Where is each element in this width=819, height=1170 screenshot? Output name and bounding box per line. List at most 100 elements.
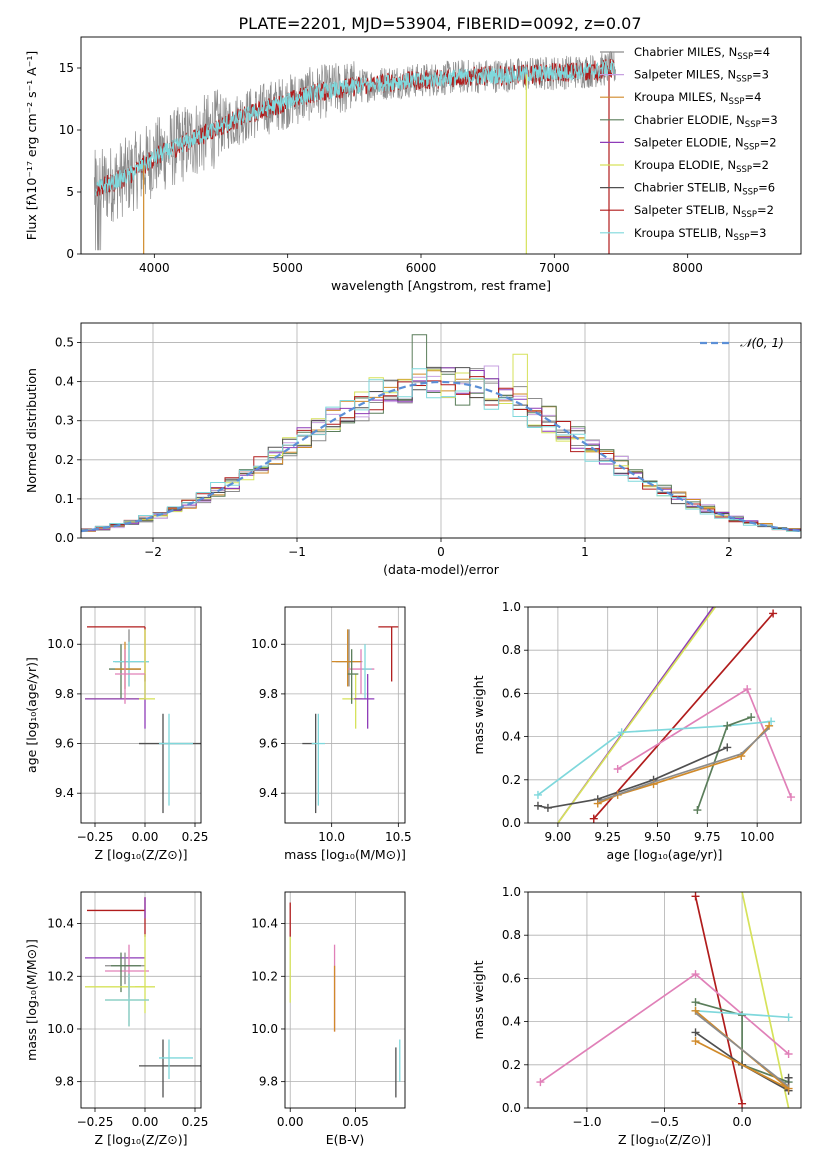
x-axis-label: Z [log₁₀(Z/Z⊙)]: [95, 847, 188, 862]
mass-weight-line: [537, 720, 772, 796]
legend-label: Salpeter MILES, N: [634, 68, 736, 82]
panel-mw_vs_Z: −1.0 −0.5 0.0 0.0 0.2 0.4 0.6 0.8 1.0 Z [log₁₀(Z/…: [471, 885, 802, 1147]
mass-weight-line: [696, 716, 752, 811]
legend-label: Kroupa MILES, N: [634, 90, 729, 104]
model-spectrum-line: [95, 60, 615, 196]
legend-suffix: =2: [757, 203, 774, 217]
legend-entry: Salpeter STELIB, NSSP=2: [634, 203, 774, 220]
plus-marker: [693, 806, 702, 815]
x-axis-label: age [log₁₀(age/yr)]: [607, 847, 723, 862]
x-tick-label: −2: [144, 545, 162, 559]
legend-sub: SSP: [741, 210, 757, 220]
legend-suffix: =2: [752, 158, 769, 172]
legend-entry: Kroupa ELODIE, NSSP=2: [634, 158, 769, 175]
x-tick-label: 9.50: [644, 830, 671, 844]
legend-entry: Salpeter MILES, NSSP=3: [634, 68, 769, 85]
x-tick-label: 7000: [539, 261, 570, 275]
plus-marker: [691, 998, 700, 1007]
x-axis-label: Z [log₁₀(Z/Z⊙)]: [618, 1132, 711, 1147]
legend-suffix: =4: [753, 45, 770, 59]
y-tick-label: 9.4: [259, 786, 278, 800]
plus-marker: [784, 1013, 793, 1022]
y-tick-label: 9.4: [55, 786, 74, 800]
axes-frame: [284, 891, 406, 1109]
x-tick-label: 0.05: [342, 1115, 369, 1129]
x-tick-label: 0.00: [277, 1115, 304, 1129]
legend-sub: SSP: [734, 233, 750, 243]
figure-title: PLATE=2201, MJD=53904, FIBERID=0092, z=0…: [238, 14, 641, 33]
legend-entry: Chabrier ELODIE, NSSP=3: [634, 113, 778, 130]
plus-marker: [743, 685, 752, 694]
panel-mass_vs_Z: −0.25 0.00 0.25 9.8 10.0 10.2 10.4 Z [log₁₀(Z/Z…: [24, 891, 208, 1147]
y-tick-label: 0.0: [502, 1101, 521, 1115]
y-tick-label: 0.2: [502, 773, 521, 787]
legend-label: Kroupa ELODIE, N: [634, 158, 736, 172]
x-tick-label: 1: [581, 545, 589, 559]
y-tick-label: 10.0: [47, 637, 74, 651]
x-tick-label: 10.00: [740, 830, 774, 844]
y-tick-label: 9.8: [259, 687, 278, 701]
x-tick-label: −1: [288, 545, 306, 559]
legend-sub: SSP: [737, 52, 753, 62]
y-tick-label: 0.3: [55, 414, 74, 428]
mass-weight-line: [694, 896, 743, 1104]
plus-marker: [691, 892, 700, 901]
plus-marker: [784, 1050, 793, 1058]
axes-frame: [80, 36, 802, 255]
x-tick-label: 9.25: [594, 830, 621, 844]
axes-frame: [527, 891, 802, 1109]
y-tick-label: 0.6: [502, 686, 521, 700]
y-axis-label: Normed distribution: [24, 368, 39, 493]
x-tick-label: −0.5: [650, 1115, 679, 1129]
y-tick-label: 0.2: [502, 1058, 521, 1072]
y-tick-label: 0.5: [55, 336, 74, 350]
y-tick-label: 10.0: [251, 1022, 278, 1036]
x-tick-label: 9.00: [545, 830, 572, 844]
normal-curve: [81, 380, 801, 533]
legend-entry: Chabrier STELIB, NSSP=6: [634, 181, 775, 198]
legend-sub: SSP: [742, 188, 758, 198]
x-tick-label: 10.5: [385, 830, 412, 844]
y-tick-label: 10: [59, 123, 74, 137]
x-tick-label: 9.75: [694, 830, 721, 844]
y-tick-label: 9.8: [55, 1075, 74, 1089]
panel-mass_vs_ebv: 0.00 0.05 9.8 10.0 10.2 10.4 E(B-V): [251, 891, 406, 1147]
mass-weight-line: [557, 607, 716, 823]
x-tick-label: 10.0: [318, 830, 345, 844]
y-tick-label: 9.8: [259, 1075, 278, 1089]
plot-area: [533, 607, 796, 823]
y-tick-label: 10.4: [47, 917, 74, 931]
y-tick-label: 0.4: [502, 1015, 521, 1029]
panel-residuals: −2 −1 0 1 2 0.0 0.1 0.2 0.3 0.4 0.5 (data-model)/er…: [24, 322, 802, 577]
y-axis-label: age [log₁₀(age/yr)]: [24, 657, 39, 773]
y-tick-label: 10.2: [47, 969, 74, 983]
x-axis-label: wavelength [Angstrom, rest frame]: [331, 278, 551, 293]
y-tick-label: 1.0: [502, 600, 521, 614]
legend-label: Salpeter ELODIE, N: [634, 135, 744, 149]
mass-weight-line: [694, 1012, 790, 1088]
y-tick-label: 0.4: [502, 730, 521, 744]
y-axis-label: mass weight: [471, 675, 486, 754]
plot-area: [289, 902, 401, 1098]
y-tick-label: 0.0: [502, 816, 521, 830]
legend-suffix: =2: [760, 135, 777, 149]
legend-label: Chabrier ELODIE, N: [634, 113, 745, 127]
axes-frame: [80, 606, 202, 824]
y-axis-label: mass weight: [471, 960, 486, 1039]
x-tick-label: 8000: [672, 261, 703, 275]
y-tick-label: 0.8: [502, 928, 521, 942]
mass-weight-line: [695, 1031, 790, 1093]
plus-marker: [691, 970, 700, 979]
plot-area: [302, 626, 399, 814]
x-tick-label: 6000: [406, 261, 437, 275]
y-tick-label: 10.2: [251, 969, 278, 983]
y-tick-label: 10.4: [251, 917, 278, 931]
plus-marker: [784, 1073, 793, 1082]
x-tick-label: 2: [725, 545, 733, 559]
x-tick-label: 0: [437, 545, 445, 559]
legend-sub: SSP: [729, 97, 745, 107]
plus-marker: [769, 609, 778, 618]
legend-sub: SSP: [745, 120, 761, 130]
x-tick-label: −1.0: [572, 1115, 601, 1129]
